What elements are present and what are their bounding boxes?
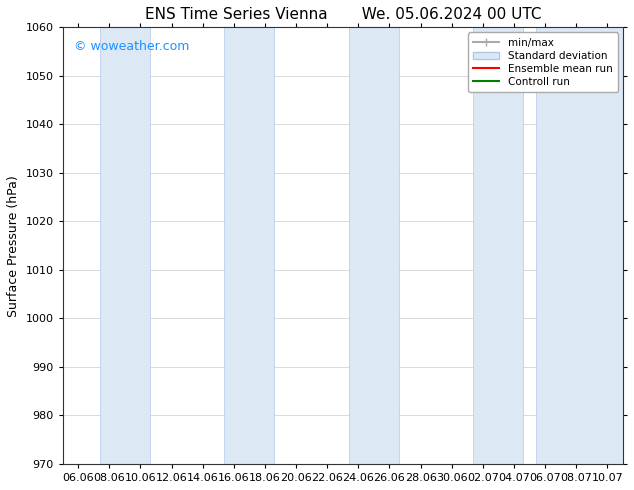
Bar: [224, 27, 275, 464]
Bar: [536, 27, 623, 464]
Title: ENS Time Series Vienna       We. 05.06.2024 00 UTC: ENS Time Series Vienna We. 05.06.2024 00…: [145, 7, 541, 22]
Legend: min/max, Standard deviation, Ensemble mean run, Controll run: min/max, Standard deviation, Ensemble me…: [468, 32, 618, 92]
Bar: [100, 27, 150, 464]
Bar: [349, 27, 399, 464]
Y-axis label: Surface Pressure (hPa): Surface Pressure (hPa): [7, 175, 20, 317]
Text: © woweather.com: © woweather.com: [74, 40, 189, 53]
Bar: [474, 27, 523, 464]
